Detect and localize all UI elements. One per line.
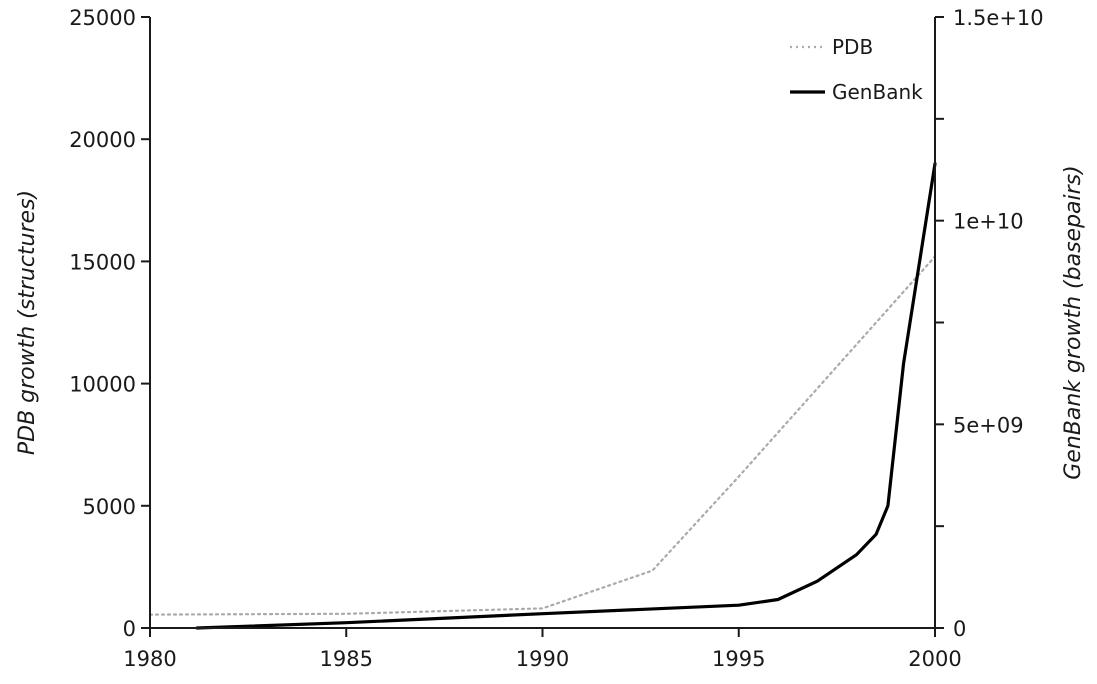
left-y-tick-label: 10000 [69, 373, 136, 397]
plot-area [148, 162, 937, 630]
left-y-tick-label: 20000 [69, 128, 136, 152]
left-y-tick-label: 0 [123, 617, 136, 641]
left-y-tick-label: 15000 [69, 250, 136, 274]
x-tick-label: 1990 [516, 647, 569, 671]
axis-ticks: 1980 1985 1990 1995 200005000100001500020000… [69, 6, 1043, 671]
right-axis-title: GenBank growth (basepairs) [1061, 165, 1086, 479]
right-y-tick-label: 5e+09 [953, 413, 1024, 437]
left-y-tick-label: 5000 [83, 495, 136, 519]
legend-label-pdb: PDB [832, 35, 873, 59]
series-line-genbank [195, 162, 937, 630]
series-line-pdb [148, 255, 937, 616]
x-tick-label: 1995 [712, 647, 765, 671]
legend: PDB GenBank [790, 35, 923, 104]
x-tick-label: 1980 [123, 647, 176, 671]
left-y-tick-label: 25000 [69, 6, 136, 30]
right-y-tick-label: 1.5e+10 [953, 6, 1044, 30]
right-y-tick-label: 1e+10 [953, 210, 1024, 234]
right-y-tick-label: 0 [953, 617, 966, 641]
legend-label-genbank: GenBank [832, 80, 923, 104]
x-tick-label: 2000 [908, 647, 961, 671]
left-axis-title: PDB growth (structures) [15, 190, 40, 455]
x-tick-label: 1985 [320, 647, 373, 671]
